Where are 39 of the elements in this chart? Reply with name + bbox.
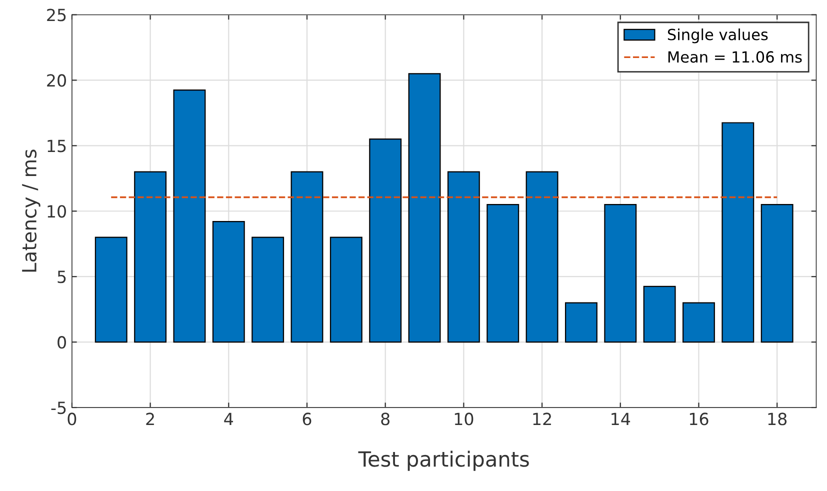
y-tick-label: 10 bbox=[48, 205, 66, 218]
bar bbox=[369, 138, 402, 343]
bar bbox=[252, 236, 284, 343]
x-tick-label: 6 bbox=[302, 412, 312, 426]
x-tick-label: 12 bbox=[533, 412, 551, 426]
bar bbox=[564, 302, 598, 343]
x-tick-label: 18 bbox=[768, 412, 787, 426]
bar bbox=[94, 236, 128, 343]
legend-label: Mean = 11.06 ms bbox=[668, 51, 802, 63]
bar bbox=[330, 236, 362, 343]
bar bbox=[682, 302, 715, 343]
x-tick-label: 16 bbox=[690, 412, 708, 426]
bar bbox=[290, 171, 324, 343]
x-tick-label: 10 bbox=[454, 412, 474, 426]
y-tick-label: -5 bbox=[51, 402, 66, 414]
legend-label: Single values bbox=[668, 28, 768, 44]
bar bbox=[134, 171, 167, 343]
y-tick-label: 0 bbox=[58, 336, 66, 349]
y-tick-label: 20 bbox=[47, 74, 66, 87]
x-tick-label: 2 bbox=[146, 412, 154, 426]
bar bbox=[408, 73, 441, 343]
bar bbox=[526, 171, 558, 343]
x-tick-label: 14 bbox=[612, 412, 630, 426]
y-tick-label: 25 bbox=[47, 8, 66, 22]
x-tick-label: 8 bbox=[381, 412, 390, 426]
y-tick-label: 5 bbox=[58, 270, 66, 284]
bar bbox=[212, 221, 245, 343]
bar bbox=[643, 286, 676, 343]
x-axis-title: Test participants bbox=[358, 450, 529, 471]
x-tick-label: 0 bbox=[68, 412, 76, 426]
bar bbox=[760, 204, 794, 343]
x-tick-label: 4 bbox=[224, 412, 234, 426]
y-tick-label: 15 bbox=[48, 140, 66, 152]
y-axis-title: Latency / ms bbox=[22, 150, 40, 272]
bar bbox=[486, 204, 520, 343]
bar bbox=[604, 204, 637, 343]
bar bbox=[722, 122, 754, 343]
bar bbox=[173, 89, 206, 343]
bar bbox=[447, 171, 480, 343]
